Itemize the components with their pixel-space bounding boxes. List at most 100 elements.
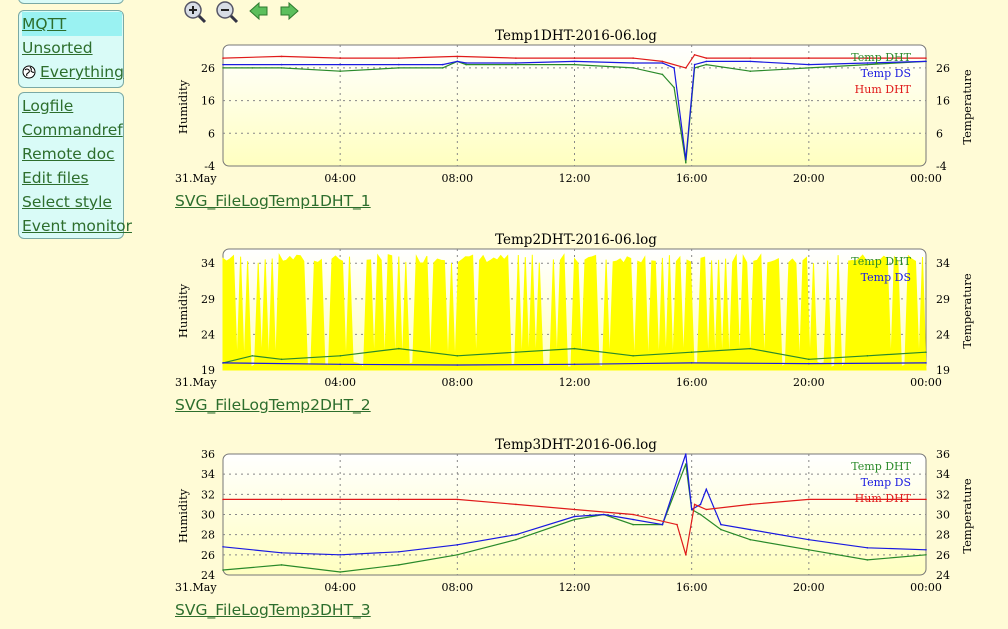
series-temp-ds-point <box>749 60 752 63</box>
plot-link-temp2[interactable]: SVG_FileLogTemp2DHT_2 <box>175 396 371 414</box>
xtick: 12:00 <box>559 172 591 185</box>
legend-temp-dht[interactable]: Temp DHT <box>851 255 911 268</box>
series-temp-ds-point <box>339 63 341 66</box>
legend-temp-ds[interactable]: Temp DS <box>861 271 911 284</box>
series-temp-dht-point <box>280 564 283 566</box>
ytick-right: 28 <box>936 529 950 542</box>
menu-item-select-style[interactable]: Select style <box>22 193 112 211</box>
series-temp-dht-point <box>808 67 810 69</box>
series-hum-dht-point <box>339 57 341 59</box>
menu-item-everything[interactable]: Everything <box>22 60 124 84</box>
menu-item-edit-files[interactable]: Edit files <box>22 169 89 187</box>
series-temp-dht-point <box>573 63 576 66</box>
series-temp-dht-point <box>515 351 517 353</box>
series-hum-dht-point <box>632 57 634 59</box>
series-temp-dht <box>223 60 927 163</box>
series-temp-dht-point <box>251 67 254 69</box>
legend-temp-dht[interactable]: Temp DHT <box>851 460 911 473</box>
series-hum-dht-point <box>808 498 810 501</box>
series-hum-dht-point <box>705 508 708 511</box>
legend-hum-dht[interactable]: Hum DHT <box>855 83 912 96</box>
series-hum-dht-point <box>925 498 927 501</box>
series-hum-dht-point <box>280 498 283 501</box>
xtick: 16:00 <box>676 172 708 185</box>
series-temp-dht-point <box>685 463 687 465</box>
ytick-right: 30 <box>936 509 950 522</box>
series-hum-dht-point <box>222 57 224 59</box>
series-temp-dht-point <box>339 70 341 72</box>
ytick-right: 16 <box>936 95 950 108</box>
series-temp-dht-point <box>808 358 810 361</box>
legend-temp-dht[interactable]: Temp DHT <box>851 51 911 64</box>
zoom-in-icon[interactable] <box>183 0 207 24</box>
xtick-start: 31.May <box>175 376 217 389</box>
legend-temp-ds[interactable]: Temp DS <box>861 476 911 489</box>
series-temp-ds-point <box>685 453 687 455</box>
series-temp-ds-point <box>685 158 687 161</box>
ytick-right: -4 <box>936 160 947 173</box>
series-hum-dht-point <box>456 55 459 58</box>
series-temp-ds-point <box>441 63 444 66</box>
menu-item-everything-label: Everything <box>40 63 124 81</box>
menu-item-logfile[interactable]: Logfile <box>22 97 74 115</box>
arrow-left-icon[interactable] <box>247 0 271 24</box>
series-temp-ds-point <box>573 515 576 518</box>
menu-item-event-monitor[interactable]: Event monitor <box>22 217 132 235</box>
legend-hum-dht[interactable]: Hum DHT <box>855 492 912 505</box>
series-temp-ds-point <box>720 523 722 526</box>
xtick: 04:00 <box>324 581 356 594</box>
series-temp-dht-point <box>699 513 702 516</box>
menu-item-mqtt[interactable]: MQTT <box>22 12 122 36</box>
series-temp-dht-point <box>398 67 400 69</box>
series-temp-ds-point <box>456 60 459 63</box>
series-hum-dht-point <box>456 498 459 501</box>
series-temp-ds-point <box>866 547 869 549</box>
plot-series <box>222 252 927 371</box>
series-temp-ds-point <box>632 62 634 64</box>
ytick-right: 34 <box>936 257 950 270</box>
series-temp-ds-point <box>661 62 664 64</box>
series-temp-dht <box>222 347 927 364</box>
series-temp-ds-point <box>515 62 517 64</box>
plot-link-temp3[interactable]: SVG_FileLogTemp3DHT_3 <box>175 601 371 619</box>
ytick-left: 28 <box>201 529 215 542</box>
ytick-left: 30 <box>201 509 215 522</box>
series-temp-ds-point <box>573 60 576 63</box>
arrow-right-icon[interactable] <box>277 0 301 24</box>
menu-item-remote-doc[interactable]: Remote doc <box>22 145 115 163</box>
menu-group-rooms: MQTT Unsorted Everything <box>18 10 124 88</box>
series-hum-dht-point <box>705 57 708 59</box>
series-temp-ds-point <box>280 63 283 66</box>
series-temp-ds-point <box>339 363 341 366</box>
ytick-left: 16 <box>201 95 215 108</box>
series-temp-ds-point <box>808 63 810 66</box>
series-hum-dht-point <box>749 503 752 506</box>
series-temp-ds-point <box>339 554 341 556</box>
legend-temp-ds[interactable]: Temp DS <box>861 67 911 80</box>
series-temp-ds-point <box>661 523 664 526</box>
zoom-out-icon[interactable] <box>215 0 239 24</box>
plot-title: Temp2DHT-2016-06.log <box>495 232 657 248</box>
ylabel-left: Humidity <box>176 283 190 338</box>
series-temp-dht-point <box>749 70 752 72</box>
plot-temp1-svg: Temp1DHT-2016-06.log 26 16 6 -4 26 16 6 … <box>175 28 974 185</box>
series-hum-dht-point <box>866 498 869 501</box>
series-hum-dht-point <box>339 498 341 501</box>
plot-link-temp1[interactable]: SVG_FileLogTemp1DHT_1 <box>175 192 371 210</box>
plot-series <box>222 54 927 164</box>
series-hum-dht-point <box>925 57 927 59</box>
series-temp-ds-point <box>222 362 224 364</box>
menu-item-commandref[interactable]: Commandref <box>22 121 123 139</box>
ytick-left: 19 <box>201 364 215 377</box>
series-temp-dht-point <box>515 538 517 541</box>
plot-series <box>222 453 927 573</box>
ylabel-left: Humidity <box>176 488 190 543</box>
series-hum-dht-point <box>866 57 869 59</box>
ytick-right: 24 <box>936 328 950 341</box>
series-hum-dht-point <box>515 503 517 506</box>
series-hum-dht-point <box>685 554 687 556</box>
menu-item-unsorted[interactable]: Unsorted <box>22 39 93 57</box>
ylabel-left: Humidity <box>176 79 190 134</box>
series-hum-dht <box>223 498 926 555</box>
xtick: 00:00 <box>910 172 942 185</box>
